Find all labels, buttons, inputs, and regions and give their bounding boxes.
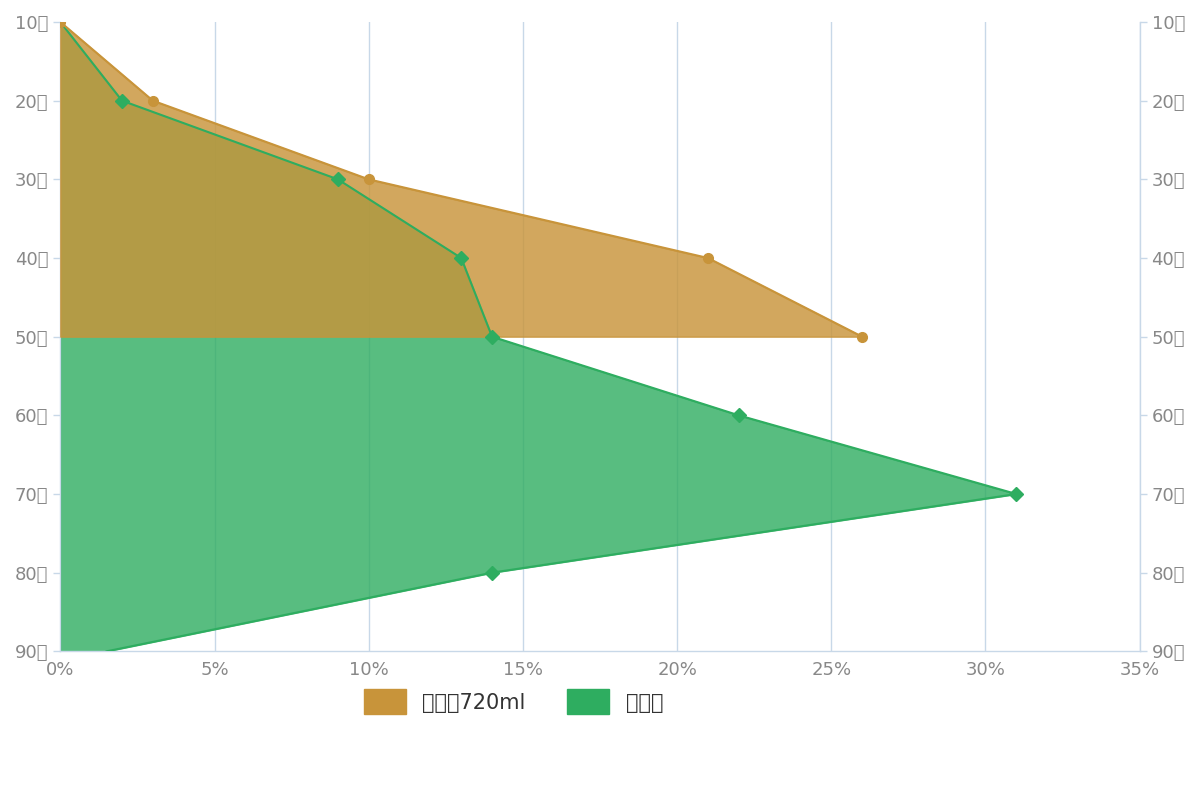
Legend: 無冠帜720ml, 日本酒: 無冠帜720ml, 日本酒 <box>355 681 672 722</box>
